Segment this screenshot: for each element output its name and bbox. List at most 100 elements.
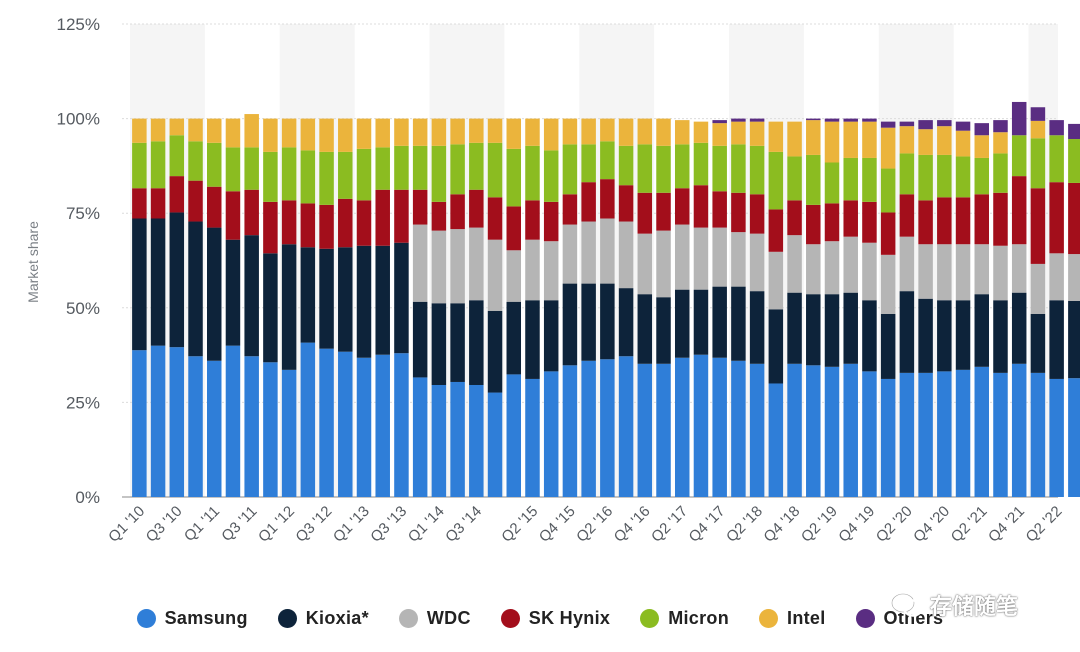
bar-segment-micron[interactable] <box>768 151 784 210</box>
bar-segment-wdc[interactable] <box>787 235 802 293</box>
bar-segment-samsung[interactable] <box>244 356 259 497</box>
bar-segment-kioxia[interactable] <box>618 288 634 357</box>
bar-segment-micron[interactable] <box>506 148 522 207</box>
bar-segment-samsung[interactable] <box>356 357 372 497</box>
legend-item-intel[interactable]: Intel <box>759 608 826 629</box>
bar-segment-kioxia[interactable] <box>394 242 409 354</box>
bar-segment-kioxia[interactable] <box>1049 300 1064 379</box>
bar-segment-sk-hynix[interactable] <box>525 200 540 240</box>
bar-segment-sk-hynix[interactable] <box>824 203 840 242</box>
bar-segment-micron[interactable] <box>1030 138 1046 189</box>
bar-segment-sk-hynix[interactable] <box>862 201 877 243</box>
bar-segment-intel[interactable] <box>824 121 840 163</box>
bar-segment-kioxia[interactable] <box>843 292 858 364</box>
bar-segment-samsung[interactable] <box>955 369 971 497</box>
bar-segment-sk-hynix[interactable] <box>693 185 709 228</box>
bar-segment-samsung[interactable] <box>712 357 727 497</box>
legend-item-samsung[interactable]: Samsung <box>136 608 248 629</box>
bar-segment-kioxia[interactable] <box>244 235 259 357</box>
bar-segment-sk-hynix[interactable] <box>937 197 952 245</box>
bar-segment-intel[interactable] <box>244 114 259 148</box>
bar-segment-sk-hynix[interactable] <box>1011 176 1027 245</box>
legend-item-kioxia[interactable]: Kioxia* <box>277 608 369 629</box>
bar-segment-sk-hynix[interactable] <box>132 188 147 219</box>
bar-segment-others[interactable] <box>918 120 933 130</box>
bar-segment-intel[interactable] <box>656 118 671 146</box>
bar-segment-micron[interactable] <box>656 145 671 193</box>
bar-segment-kioxia[interactable] <box>824 294 840 367</box>
bar-segment-samsung[interactable] <box>450 381 465 497</box>
bar-segment-samsung[interactable] <box>806 365 821 497</box>
bar-segment-kioxia[interactable] <box>281 244 297 370</box>
bar-segment-samsung[interactable] <box>918 372 933 497</box>
bar-segment-sk-hynix[interactable] <box>150 188 166 219</box>
bar-segment-micron[interactable] <box>899 153 915 195</box>
bar-segment-micron[interactable] <box>525 145 540 201</box>
bar-segment-wdc[interactable] <box>637 233 653 295</box>
bar-segment-wdc[interactable] <box>469 227 484 301</box>
bar-segment-wdc[interactable] <box>768 251 784 310</box>
bar-segment-others[interactable] <box>1011 101 1027 136</box>
bar-segment-micron[interactable] <box>618 145 634 186</box>
bar-segment-kioxia[interactable] <box>993 300 1008 373</box>
bar-segment-kioxia[interactable] <box>749 291 765 364</box>
bar-segment-kioxia[interactable] <box>487 310 503 393</box>
bar-segment-micron[interactable] <box>450 144 465 195</box>
bar-segment-kioxia[interactable] <box>674 289 690 358</box>
bar-segment-sk-hynix[interactable] <box>768 209 784 252</box>
bar-segment-kioxia[interactable] <box>543 300 559 372</box>
bar-segment-samsung[interactable] <box>1011 363 1027 497</box>
bar-segment-intel[interactable] <box>525 118 540 146</box>
bar-segment-micron[interactable] <box>862 157 877 202</box>
bar-segment-sk-hynix[interactable] <box>974 194 990 245</box>
bar-segment-kioxia[interactable] <box>356 245 372 358</box>
bar-segment-others[interactable] <box>749 118 765 122</box>
bar-segment-intel[interactable] <box>749 121 765 146</box>
bar-segment-sk-hynix[interactable] <box>375 189 390 246</box>
bar-segment-others[interactable] <box>806 118 821 121</box>
bar-segment-kioxia[interactable] <box>899 291 915 373</box>
bar-segment-samsung[interactable] <box>338 351 353 497</box>
bar-segment-others[interactable] <box>899 121 915 127</box>
bar-segment-kioxia[interactable] <box>431 303 447 385</box>
bar-segment-intel[interactable] <box>787 121 802 157</box>
bar-segment-sk-hynix[interactable] <box>581 182 596 222</box>
bar-segment-samsung[interactable] <box>169 347 185 497</box>
bar-segment-samsung[interactable] <box>768 383 784 497</box>
bar-segment-micron[interactable] <box>394 145 409 190</box>
bar-segment-wdc[interactable] <box>525 239 540 301</box>
bar-segment-intel[interactable] <box>712 123 727 146</box>
bar-segment-micron[interactable] <box>581 144 596 183</box>
bar-segment-wdc[interactable] <box>880 254 896 314</box>
bar-segment-kioxia[interactable] <box>300 247 316 343</box>
bar-segment-others[interactable] <box>824 118 840 122</box>
bar-segment-kioxia[interactable] <box>637 294 653 364</box>
bar-segment-kioxia[interactable] <box>562 283 578 366</box>
bar-segment-intel[interactable] <box>225 118 241 148</box>
bar-segment-micron[interactable] <box>356 148 372 201</box>
bar-segment-micron[interactable] <box>1011 135 1027 177</box>
bar-segment-kioxia[interactable] <box>1030 313 1046 373</box>
bar-segment-sk-hynix[interactable] <box>169 176 185 213</box>
bar-segment-intel[interactable] <box>188 118 203 142</box>
bar-segment-micron[interactable] <box>824 162 840 204</box>
bar-segment-intel[interactable] <box>431 118 447 146</box>
bar-segment-sk-hynix[interactable] <box>787 200 802 236</box>
bar-segment-micron[interactable] <box>674 144 690 189</box>
bar-segment-wdc[interactable] <box>899 236 915 292</box>
bar-segment-wdc[interactable] <box>412 224 428 302</box>
bar-segment-kioxia[interactable] <box>974 294 990 367</box>
bar-segment-sk-hynix[interactable] <box>206 186 222 228</box>
bar-segment-sk-hynix[interactable] <box>225 191 241 240</box>
bar-segment-samsung[interactable] <box>618 356 634 497</box>
bar-segment-intel[interactable] <box>974 135 990 158</box>
bar-segment-kioxia[interactable] <box>731 286 746 361</box>
bar-segment-sk-hynix[interactable] <box>843 200 858 237</box>
bar-segment-kioxia[interactable] <box>862 300 877 372</box>
bar-segment-intel[interactable] <box>375 118 390 148</box>
bar-segment-intel[interactable] <box>394 118 409 146</box>
bar-segment-intel[interactable] <box>338 118 353 152</box>
bar-segment-sk-hynix[interactable] <box>656 192 671 231</box>
bar-segment-kioxia[interactable] <box>1068 300 1080 379</box>
bar-segment-sk-hynix[interactable] <box>319 204 334 249</box>
